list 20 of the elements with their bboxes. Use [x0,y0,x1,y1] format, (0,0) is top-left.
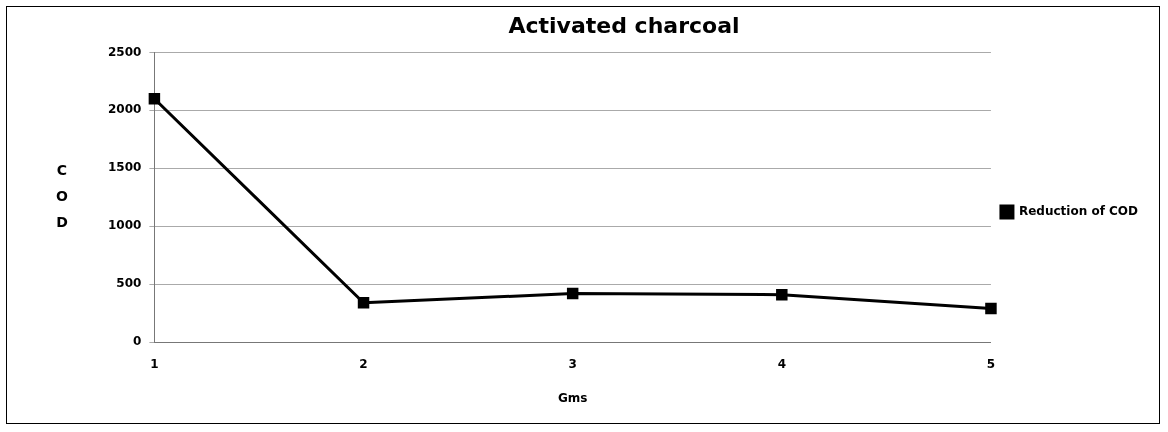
x-tick-label: 3 [568,356,577,371]
point [357,297,370,309]
point [148,93,161,105]
y-tick-label: 500 [116,276,142,291]
y-tick-label: 2500 [107,44,142,59]
y-tick-label: 1500 [107,160,142,175]
point [776,288,788,301]
legend-label: Reduction of COD [1018,204,1139,219]
y-tick-label: 2000 [107,102,142,117]
x-tick-label: 5 [986,356,996,371]
x-axis-title: Gms [557,390,588,405]
y-tick-label: 0 [133,334,142,349]
x-tick-label: 4 [777,356,786,371]
point [566,287,579,300]
y-tick-label: 1000 [107,218,142,233]
x-tick-label: 2 [359,356,368,371]
chart-title: Activated charcoal [508,12,740,38]
y-axis-title: C O D [56,161,69,230]
x-tick-label: 1 [150,356,159,371]
point [985,302,997,315]
